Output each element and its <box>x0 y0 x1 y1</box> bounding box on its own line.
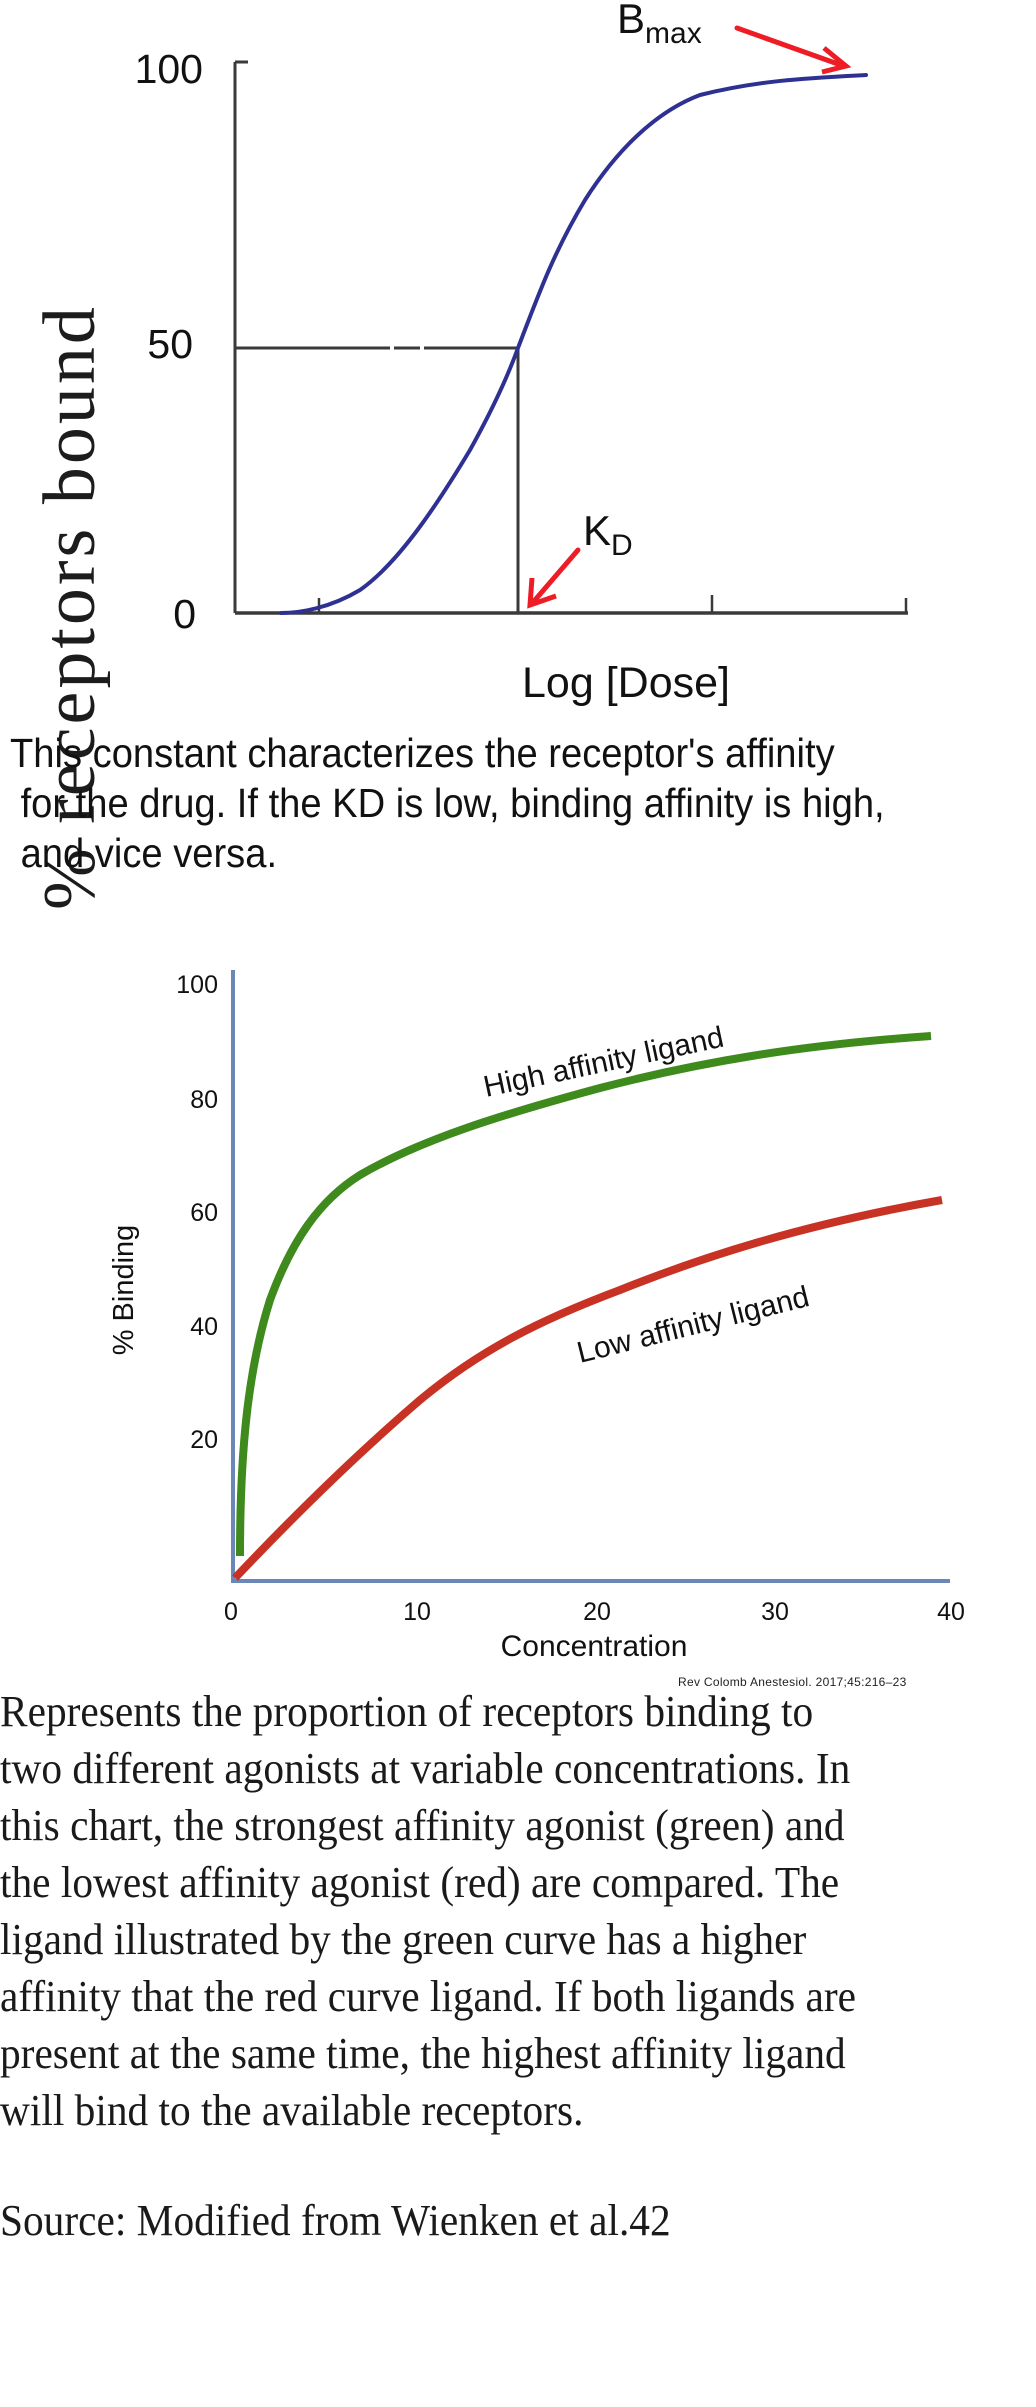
chart1-x-axis-label: Log [Dose] <box>522 659 730 707</box>
chart2-ytick-80: 80 <box>190 1086 218 1114</box>
chart1-ytick-50: 50 <box>147 321 193 367</box>
kd-arrow-icon <box>527 547 581 609</box>
journal-citation: Rev Colomb Anestesiol. 2017;45:216–23 <box>678 1675 907 1689</box>
caption1-line: for the drug. If the KD is low, binding … <box>10 780 885 826</box>
chart2-ytick-20: 20 <box>190 1426 218 1454</box>
chart2-xtick-10: 10 <box>403 1598 431 1626</box>
chart2-xtick-30: 30 <box>761 1598 789 1626</box>
chart1-ytick-100: 100 <box>135 46 203 92</box>
chart2-ytick-100: 100 <box>176 971 218 999</box>
chart1-binding-curve <box>279 73 868 615</box>
source-citation: Source: Modified from Wienken et al.42 <box>0 2196 671 2245</box>
caption2-line: Represents the proportion of receptors b… <box>0 1687 814 1736</box>
caption1-line: and vice versa. <box>10 830 278 876</box>
chart2-x-axis-label: Concentration <box>501 1630 688 1663</box>
high-affinity-curve <box>236 1032 932 1557</box>
caption2-line: the lowest affinity agonist (red) are co… <box>0 1858 840 1907</box>
kd-label: KD <box>583 507 633 562</box>
chart1-plot: 100 50 0 Bmax KD Log [Dose] <box>135 0 908 707</box>
caption2-line: present at the same time, the highest af… <box>0 2029 846 2078</box>
caption2-line: ligand illustrated by the green curve ha… <box>0 1915 807 1964</box>
chart2-xtick-20: 20 <box>583 1598 611 1626</box>
caption2-line: affinity that the red curve ligand. If b… <box>0 1972 857 2021</box>
chart2-ytick-60: 60 <box>190 1199 218 1227</box>
chart2-xtick-0: 0 <box>224 1598 238 1626</box>
chart2-xtick-40: 40 <box>937 1598 965 1626</box>
chart2-y-axis-label: % Binding <box>108 1225 140 1356</box>
caption2-line: this chart, the strongest affinity agoni… <box>0 1801 845 1850</box>
chart2-plot: 100 80 60 40 20 0 10 20 30 40 Concentrat… <box>108 970 965 1663</box>
bmax-arrow-icon <box>734 25 852 75</box>
caption-kd-explanation: This constant characterizes the receptor… <box>10 728 968 878</box>
caption2-line: will bind to the available receptors. <box>0 2086 584 2135</box>
caption2-line: two different agonists at variable conce… <box>0 1744 851 1793</box>
high-affinity-label: High affinity ligand <box>481 1021 727 1104</box>
chart2-ytick-40: 40 <box>190 1313 218 1341</box>
chart1-ytick-0: 0 <box>173 591 196 637</box>
caption-affinity-explanation: Represents the proportion of receptors b… <box>0 1683 1034 2139</box>
caption1-line: This constant characterizes the receptor… <box>10 730 835 776</box>
bmax-label: Bmax <box>617 0 702 50</box>
low-affinity-curve <box>232 1196 943 1581</box>
